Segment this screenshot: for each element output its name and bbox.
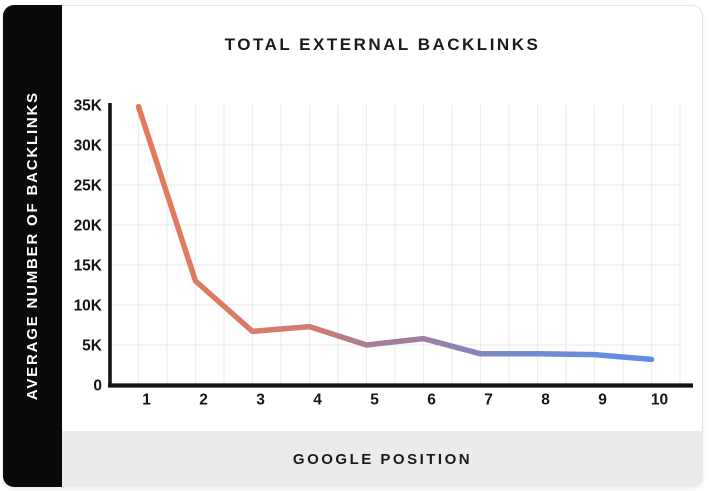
x-axis-title-bar: GOOGLE POSITION <box>62 431 703 487</box>
card-background <box>3 5 703 487</box>
y-axis-title-bar: AVERAGE NUMBER OF BACKLINKS <box>3 5 62 487</box>
chart-title: TOTAL EXTERNAL BACKLINKS <box>224 35 541 54</box>
x-axis-title: GOOGLE POSITION <box>292 450 473 468</box>
y-axis-title: AVERAGE NUMBER OF BACKLINKS <box>24 91 41 401</box>
